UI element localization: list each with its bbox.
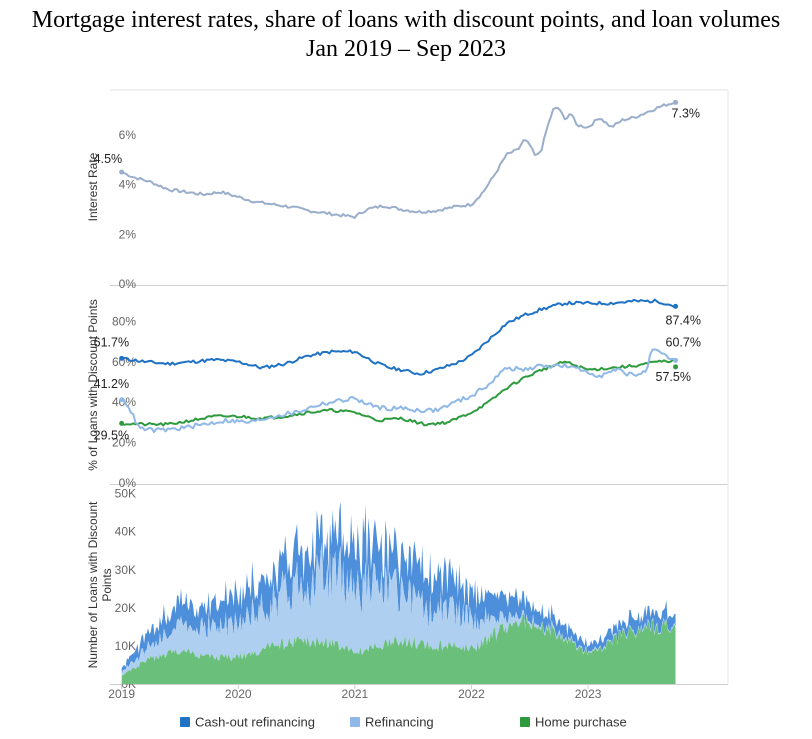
y-tick-label: 60% (112, 355, 136, 369)
chart-title-line1: Mortgage interest rates, share of loans … (31, 7, 781, 33)
cashout-start-label: 61.7% (94, 335, 129, 349)
y-label-line: Points (100, 568, 114, 601)
interest-rate-start-label: 4.5% (94, 152, 123, 166)
legend-purchase-label: Home purchase (535, 715, 627, 730)
x-axis: 2019 2020 2021 2022 2023 (108, 684, 602, 701)
y-tick-label: 10K (115, 639, 136, 653)
interest-rate-start-point (119, 169, 125, 175)
purchase-end-label: 57.5% (656, 370, 691, 384)
refi-end-point (673, 357, 679, 363)
y-tick-label: 40K (115, 525, 136, 539)
legend-refi-swatch (350, 717, 360, 727)
interest-rate-ylabel: Interest Rate (86, 152, 100, 221)
y-tick-label: 0% (119, 476, 137, 490)
interest-rate-line (121, 101, 676, 219)
cashout-share-line (121, 298, 676, 376)
legend-cashout-label: Cash-out refinancing (195, 715, 315, 730)
refi-share-line (121, 348, 677, 434)
legend-refi: Refinancing (350, 715, 434, 730)
loan-volume-panel: 0K10K20K30K40K50KNumber of Loans with Di… (86, 487, 676, 691)
legend-cashout: Cash-out refinancing (180, 715, 315, 730)
purchase-share-line (121, 358, 676, 427)
legend-purchase: Home purchase (520, 715, 627, 730)
interest-rate-end-point (673, 99, 679, 105)
chart-title: Mortgage interest rates, share of loans … (0, 6, 812, 64)
panel-frames (110, 89, 729, 685)
refi-area (121, 542, 676, 676)
y-tick-label: 50K (115, 487, 136, 501)
y-tick-label: 2% (119, 227, 137, 241)
refi-end-label: 60.7% (666, 335, 701, 349)
legend-purchase-swatch (520, 717, 530, 727)
x-tick-label: 2020 (225, 687, 252, 701)
y-label-line: Number of Loans with Discount (86, 501, 100, 668)
y-tick-label: 30K (115, 563, 136, 577)
legend-cashout-swatch (180, 717, 190, 727)
y-tick-label: 20% (112, 436, 136, 450)
cashout-area (121, 501, 676, 673)
legend: Cash-out refinancing Refinancing Home purc… (180, 715, 627, 730)
purchase-end-point (673, 364, 679, 370)
cashout-end-point (673, 303, 679, 309)
refi-start-label: 41.2% (94, 377, 129, 391)
y-tick-label: 4% (119, 178, 137, 192)
cashout-start-point (119, 355, 125, 361)
cashout-end-label: 87.4% (666, 313, 701, 327)
discount-share-ylabel: % of Loans with Discount Points (86, 299, 100, 470)
x-tick-label: 2023 (575, 687, 602, 701)
x-tick-label: 2021 (342, 687, 369, 701)
y-tick-label: 20K (115, 601, 136, 615)
loan-volume-ylabel: Number of Loans with DiscountPoints (86, 501, 114, 668)
discount-share-panel: 0%20%40%60%80%% of Loans with Discount P… (86, 298, 701, 490)
y-tick-label: 80% (112, 314, 136, 328)
purchase-area (121, 614, 676, 684)
refi-start-point (119, 397, 125, 403)
purchase-start-label: 29.5% (94, 428, 129, 442)
purchase-start-point (119, 420, 125, 426)
chart-title-line2: Jan 2019 – Sep 2023 (306, 36, 506, 62)
legend-refi-label: Refinancing (365, 715, 434, 730)
interest-rate-end-label: 7.3% (672, 106, 701, 120)
y-tick-label: 0% (119, 277, 137, 291)
x-tick-label: 2019 (108, 687, 135, 701)
y-tick-label: 6% (119, 128, 137, 142)
x-tick-label: 2022 (458, 687, 485, 701)
